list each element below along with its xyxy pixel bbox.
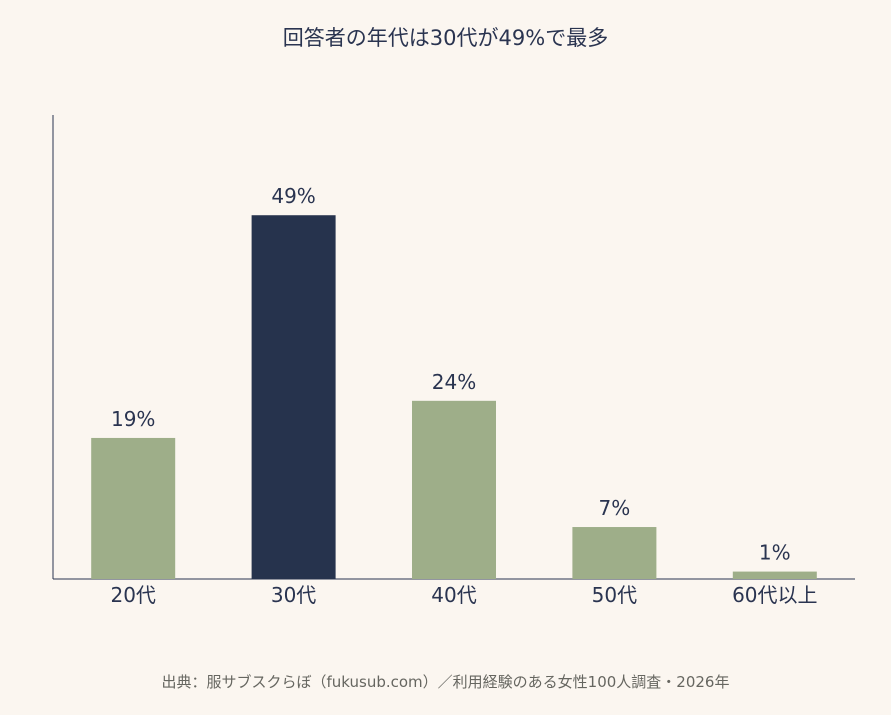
bar-4: [572, 527, 657, 579]
data-label-2: 49%: [271, 184, 315, 208]
data-label-4: 7%: [599, 496, 631, 520]
data-label-3: 24%: [432, 370, 476, 394]
bar-1: [91, 437, 176, 579]
bar-2: [251, 215, 336, 579]
bar-5: [732, 571, 817, 579]
x-tick-label-2: 30代: [271, 583, 316, 607]
source-note: 出典：服サブスクらぼ（fukusub.com）／利用経験のある女性100人調査・…: [161, 673, 730, 691]
x-tick-label-3: 40代: [431, 583, 476, 607]
bar-3: [412, 400, 496, 579]
chart-title: 回答者の年代は30代が49%で最多: [282, 26, 609, 50]
x-tick-label-1: 20代: [110, 583, 155, 607]
x-tick-label-5: 60代以上: [732, 583, 817, 607]
x-tick-label-4: 50代: [592, 583, 637, 607]
data-label-1: 19%: [111, 407, 155, 431]
data-label-5: 1%: [759, 541, 791, 565]
